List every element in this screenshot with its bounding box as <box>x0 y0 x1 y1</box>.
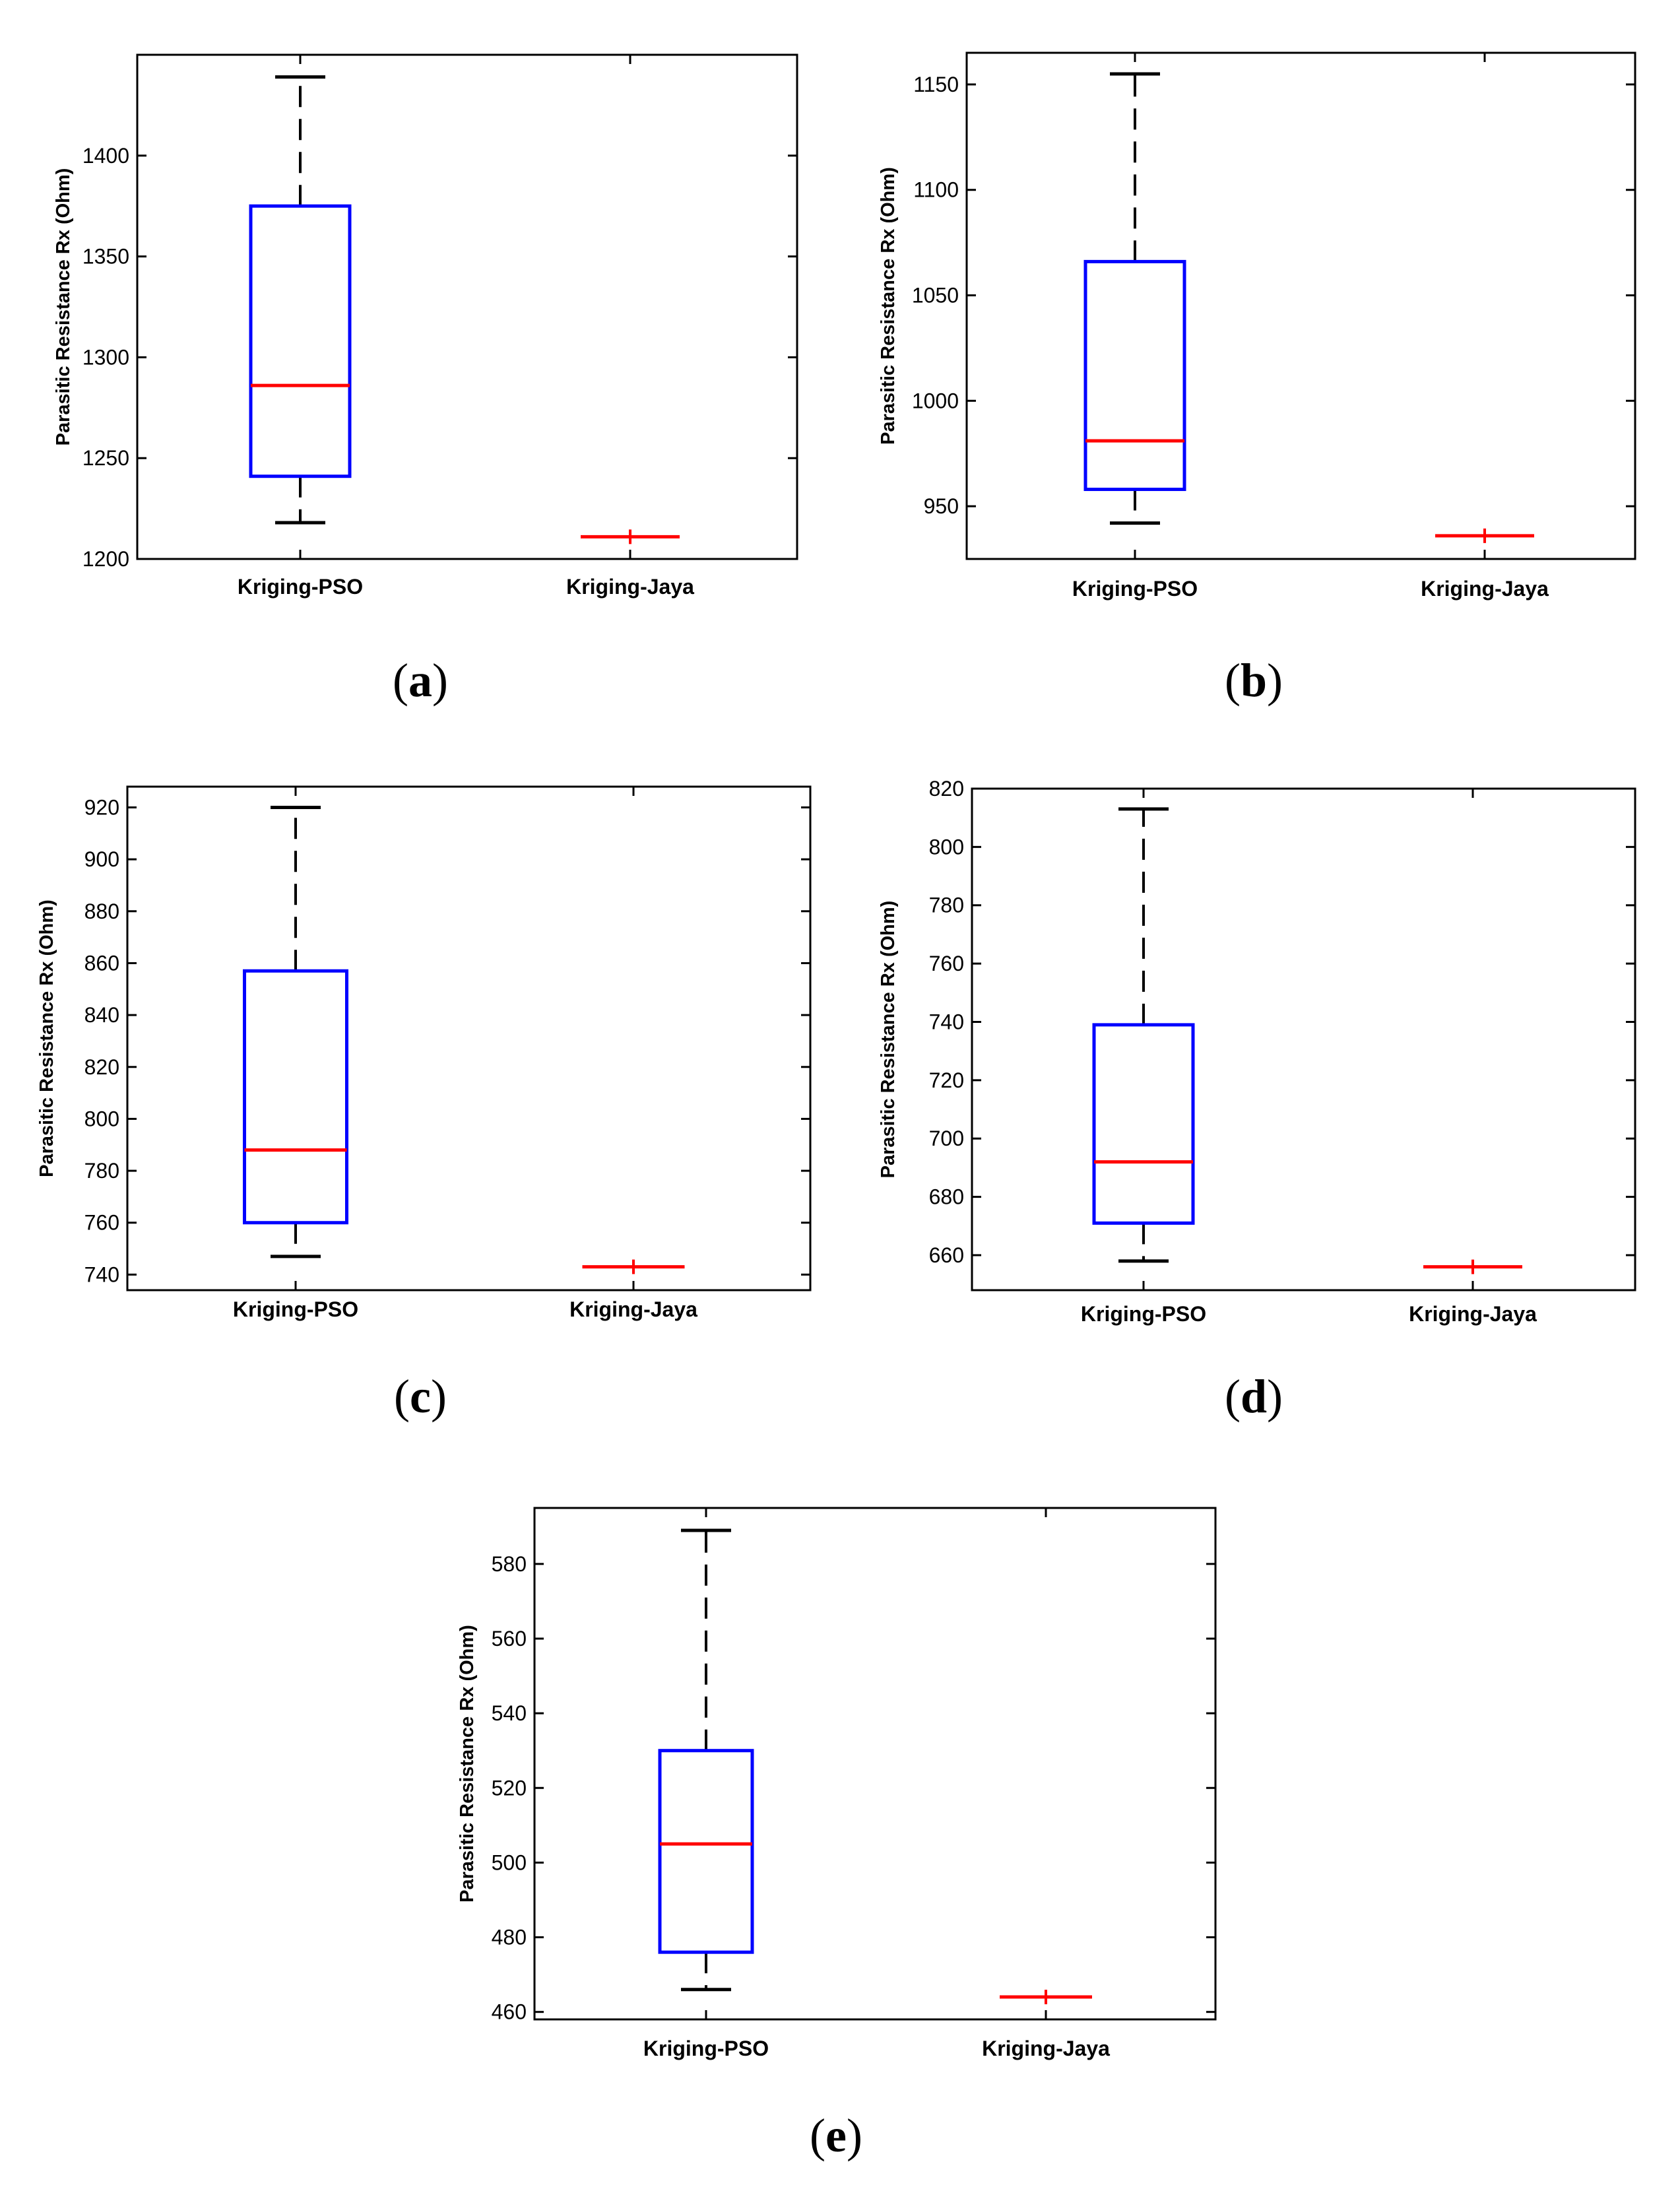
y-tick-label: 920 <box>84 795 119 819</box>
panel-a-caption: (a) <box>393 654 448 707</box>
y-tick-label: 580 <box>492 1552 527 1576</box>
panel-e-chart: 460 480 500 520 540 560 580 Parasitic Resistanc… <box>457 1507 1217 2060</box>
iqr-box <box>249 204 352 478</box>
panel-b-chart: 950 1000 1050 1100 1150 Parasitic Resistance … <box>878 51 1636 601</box>
y-tick-label: 720 <box>929 1068 964 1092</box>
y-tick-label: 860 <box>84 951 119 975</box>
y-axis-title: Parasitic Resistance Rx (Ohm) <box>36 899 57 1177</box>
panel-c-chart: 740 760 780 800 820 840 860 880 900 920 Parasitic … <box>36 785 812 1321</box>
y-tick-label: 760 <box>929 952 964 975</box>
y-tick-label: 1300 <box>82 345 129 369</box>
y-tick-label: 1200 <box>82 547 129 571</box>
plot-area-frame <box>965 51 1636 560</box>
y-tick-label: 460 <box>492 2000 527 2024</box>
y-tick-label: 950 <box>924 494 959 518</box>
y-tick-label: 1050 <box>912 284 959 308</box>
iqr-box <box>243 969 348 1225</box>
iqr-box <box>658 1749 754 1954</box>
y-tick-label: 560 <box>492 1627 527 1650</box>
x-category-label: Kriging-PSO <box>233 1297 358 1321</box>
y-tick-label: 1250 <box>82 446 129 470</box>
y-tick-label: 880 <box>84 899 119 923</box>
iqr-box <box>1092 1023 1195 1225</box>
panel-c-caption: (c) <box>394 1370 447 1423</box>
panel-a-chart: 1200 1250 1300 1350 1400 Parasitic Resistance… <box>53 53 798 599</box>
plot-area-frame <box>136 53 798 560</box>
x-category-label: Kriging-Jaya <box>1409 1302 1537 1326</box>
y-tick-label: 1350 <box>82 245 129 269</box>
x-category-label: Kriging-Jaya <box>1421 577 1549 601</box>
plot-area-frame <box>971 787 1636 1291</box>
iqr-box <box>1083 259 1186 492</box>
y-tick-label: 1400 <box>82 144 129 168</box>
x-category-label: Kriging-Jaya <box>566 575 694 599</box>
y-tick-label: 780 <box>929 894 964 917</box>
y-axis-title: Parasitic Resistance Rx (Ohm) <box>878 901 899 1179</box>
y-tick-label: 760 <box>84 1211 119 1235</box>
y-tick-label: 1100 <box>913 178 959 202</box>
panel-d-caption: (d) <box>1225 1370 1283 1423</box>
y-axis-title: Parasitic Resistance Rx (Ohm) <box>457 1625 478 1903</box>
y-tick-label: 540 <box>492 1701 527 1725</box>
x-category-label: Kriging-PSO <box>238 575 363 599</box>
y-tick-label: 800 <box>84 1107 119 1130</box>
panel-b-caption: (b) <box>1225 654 1283 707</box>
x-category-label: Kriging-PSO <box>643 2037 769 2060</box>
y-tick-label: 660 <box>929 1243 964 1267</box>
y-tick-label: 820 <box>929 777 964 800</box>
y-tick-label: 900 <box>84 847 119 871</box>
y-tick-label: 840 <box>84 1003 119 1027</box>
y-tick-label: 680 <box>929 1185 964 1209</box>
y-tick-label: 740 <box>84 1262 119 1286</box>
y-tick-label: 820 <box>84 1055 119 1079</box>
y-tick-label: 500 <box>492 1850 527 1874</box>
y-tick-label: 740 <box>929 1010 964 1033</box>
y-axis-title: Parasitic Resistance Rx (Ohm) <box>53 168 74 446</box>
plot-area-frame <box>533 1507 1217 2021</box>
y-tick-label: 520 <box>492 1776 527 1800</box>
x-category-label: Kriging-PSO <box>1072 577 1198 601</box>
plot-area-frame <box>126 785 812 1291</box>
x-category-label: Kriging-PSO <box>1081 1302 1206 1326</box>
x-category-label: Kriging-Jaya <box>982 2037 1110 2060</box>
y-tick-label: 1000 <box>912 389 959 412</box>
panel-e-caption: (e) <box>810 2109 862 2162</box>
y-axis-title: Parasitic Resistance Rx (Ohm) <box>878 167 899 445</box>
x-category-label: Kriging-Jaya <box>569 1297 697 1321</box>
y-tick-label: 780 <box>84 1159 119 1183</box>
y-tick-label: 800 <box>929 835 964 859</box>
y-tick-label: 480 <box>492 1926 527 1949</box>
y-tick-label: 1150 <box>913 73 959 96</box>
panel-d-chart: 660 680 700 720 740 760 780 800 820 Parasitic Res… <box>878 777 1636 1326</box>
y-tick-label: 700 <box>929 1127 964 1150</box>
